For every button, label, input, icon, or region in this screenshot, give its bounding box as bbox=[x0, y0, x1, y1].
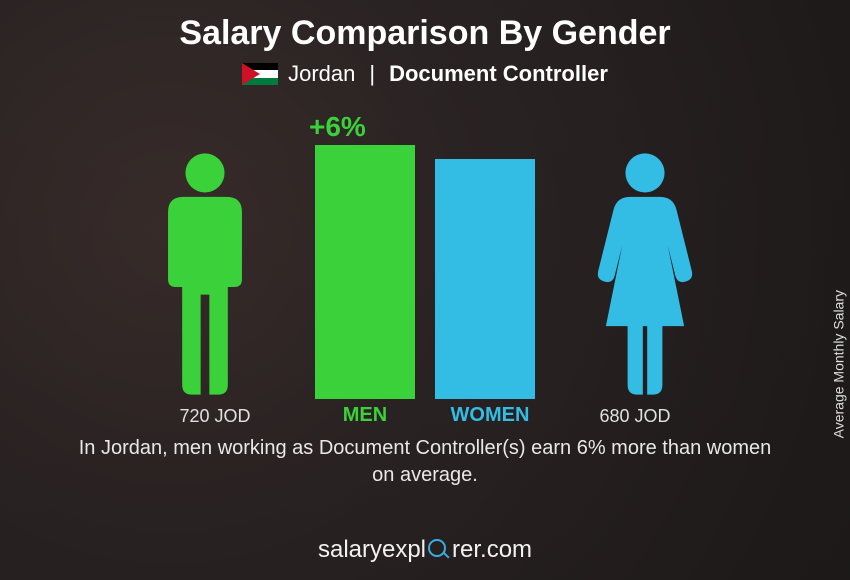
page-title: Salary Comparison By Gender bbox=[0, 0, 850, 53]
jordan-flag-icon bbox=[242, 63, 278, 85]
men-salary-value: 720 JOD bbox=[150, 406, 280, 427]
country-label: Jordan bbox=[288, 61, 355, 87]
difference-badge: +6% bbox=[309, 111, 366, 143]
male-figure-icon bbox=[150, 149, 260, 399]
chart-area: +6% 720 JOD MEN WOMEN 680 JOD bbox=[105, 107, 745, 427]
men-axis-label: MEN bbox=[315, 404, 415, 427]
role-label: Document Controller bbox=[389, 61, 608, 87]
subtitle-row: Jordan | Document Controller bbox=[0, 61, 850, 87]
brand-suffix: rer.com bbox=[452, 536, 532, 564]
magnifier-icon bbox=[428, 539, 450, 561]
women-salary-value: 680 JOD bbox=[570, 406, 700, 427]
women-axis-label: WOMEN bbox=[435, 404, 545, 427]
brand-prefix: salaryexpl bbox=[318, 536, 426, 564]
vertical-axis-label: Average Monthly Salary bbox=[830, 290, 846, 438]
separator: | bbox=[369, 61, 375, 87]
brand-footer: salaryexpl rer.com bbox=[0, 536, 850, 564]
content-container: Salary Comparison By Gender Jordan | Doc… bbox=[0, 0, 850, 580]
summary-text: In Jordan, men working as Document Contr… bbox=[65, 435, 785, 489]
women-bar bbox=[435, 159, 535, 399]
men-bar bbox=[315, 145, 415, 399]
female-figure-icon bbox=[590, 149, 700, 399]
